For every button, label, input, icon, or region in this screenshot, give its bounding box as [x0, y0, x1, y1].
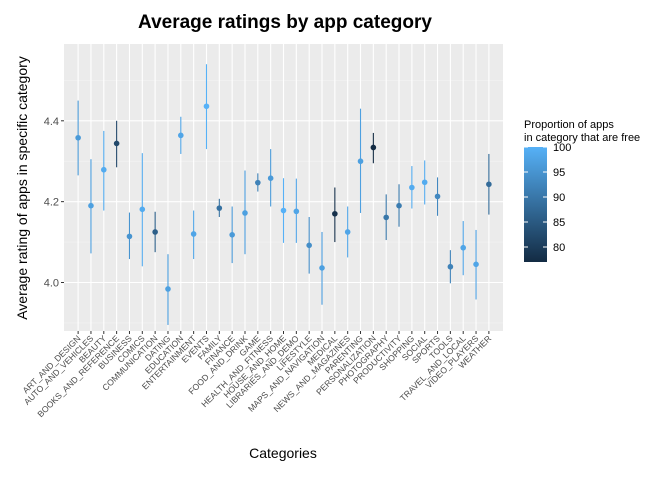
data-point — [293, 208, 300, 215]
legend-tick-label: 85 — [553, 217, 565, 229]
data-point — [421, 179, 428, 186]
data-point — [460, 244, 467, 251]
data-point — [306, 242, 312, 249]
legend-tick-label: 80 — [553, 242, 565, 254]
x-axis-ticks: ART_AND_DESIGNAUTO_AND_VEHICLESBEAUTYBOO… — [21, 331, 493, 419]
chart-title: Average ratings by app category — [138, 12, 432, 33]
y-tick-label: 4.2 — [44, 197, 59, 209]
legend-title-line-1: Proportion of apps — [524, 119, 614, 131]
data-point — [152, 229, 158, 235]
y-tick-label: 4.4 — [44, 116, 59, 128]
data-point — [242, 210, 248, 216]
data-point — [100, 166, 107, 173]
data-point — [434, 193, 441, 200]
data-points — [75, 103, 492, 292]
legend-tick-label: 100 — [553, 142, 571, 154]
data-point — [383, 214, 389, 221]
data-point — [190, 231, 197, 237]
legend-ticks: 80 85 90 95 100 — [524, 142, 571, 254]
data-point — [447, 263, 454, 270]
data-point — [473, 261, 479, 268]
data-point — [409, 184, 415, 191]
y-tick-label: 4.0 — [44, 277, 59, 289]
legend: Proportion of apps in category that are … — [524, 119, 640, 262]
data-point — [178, 132, 184, 139]
data-point — [255, 179, 261, 186]
data-point — [165, 286, 171, 292]
data-point — [113, 140, 120, 147]
legend-tick-label: 90 — [553, 192, 565, 204]
y-axis-label: Average rating of apps in specific categ… — [14, 56, 30, 320]
data-point — [88, 202, 94, 209]
y-axis-ticks: 4.0 4.2 4.4 — [44, 116, 64, 289]
data-point — [486, 181, 492, 188]
data-point — [203, 103, 210, 110]
data-point — [344, 229, 351, 235]
data-point — [332, 210, 338, 217]
data-point — [319, 265, 325, 271]
legend-tick-label: 95 — [553, 167, 565, 179]
data-point — [216, 205, 223, 211]
data-point — [280, 207, 287, 214]
data-point — [75, 134, 81, 141]
data-point — [370, 144, 377, 151]
legend-colorbar — [524, 147, 547, 262]
data-point — [396, 202, 402, 209]
data-point — [139, 206, 146, 213]
data-point — [267, 175, 274, 182]
legend-title-line-2: in category that are free — [524, 132, 640, 144]
data-point — [357, 158, 364, 165]
data-point — [126, 233, 133, 240]
x-axis-label: Categories — [249, 445, 317, 461]
data-point — [229, 231, 235, 238]
